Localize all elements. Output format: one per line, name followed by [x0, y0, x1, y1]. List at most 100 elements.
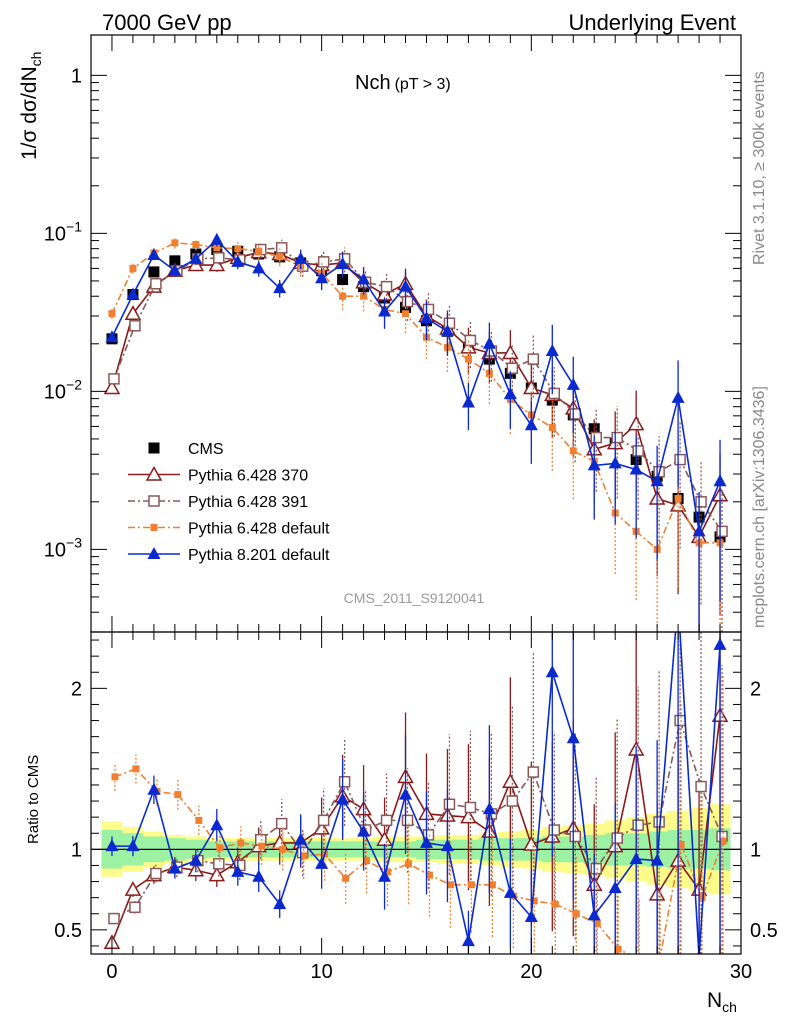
data-point: [464, 355, 472, 363]
data-point: [276, 253, 284, 261]
data-point: [126, 839, 140, 852]
legend: CMS Pythia 6.428 370 Pythia 6.428 391 Pythi…: [128, 441, 330, 564]
data-point: [378, 869, 392, 882]
data-point: [614, 945, 622, 953]
data-point: [524, 418, 538, 431]
data-point: [419, 835, 433, 848]
data-point: [108, 373, 120, 385]
data-point: [461, 395, 475, 408]
data-point: [399, 787, 413, 800]
data-point: [425, 871, 433, 879]
data-point: [698, 894, 706, 902]
data-point: [213, 244, 221, 252]
data-point: [593, 919, 601, 927]
data-point: [545, 344, 559, 357]
data-point: [548, 387, 561, 400]
data-point: [502, 773, 519, 788]
data-point: [464, 334, 477, 347]
data-point: [342, 874, 350, 882]
data-point: [572, 910, 580, 918]
ratio-panel: 0.5 0.51 12 20 10 20 30 Ratio to CMS: [25, 631, 778, 983]
ratio-y-tick-label: 2: [71, 678, 82, 700]
data-point: [401, 814, 414, 827]
data-point: [587, 908, 601, 921]
x-tick-label: 10: [311, 961, 333, 983]
data-point: [443, 317, 456, 329]
data-point: [150, 277, 162, 290]
legend-marker: [148, 495, 160, 507]
data-point: [294, 251, 308, 264]
legend-item-pythia-6-428-default: Pythia 6.428 default: [128, 521, 330, 538]
data-point: [653, 816, 665, 828]
data-point: [488, 881, 496, 889]
series-pythia-8-201-default: [105, 232, 727, 632]
data-point: [713, 637, 727, 650]
data-point: [339, 292, 347, 300]
data-point: [124, 881, 142, 896]
data-point: [337, 274, 349, 286]
data-point: [237, 839, 245, 847]
data-point: [380, 814, 393, 827]
analysis-label: Underlying Event: [568, 10, 736, 35]
data-point: [192, 241, 200, 249]
legend-label: Pythia 6.428 370: [188, 468, 308, 485]
data-point: [147, 247, 161, 260]
data-point: [234, 245, 242, 253]
data-point: [503, 885, 517, 898]
x-tick-label: 20: [520, 961, 542, 983]
data-point: [506, 795, 519, 807]
series-pythia-8-201-default: [105, 632, 727, 954]
data-point: [566, 377, 580, 390]
ratio-y-tick-label-right: 2: [750, 678, 761, 700]
data-point: [126, 287, 140, 300]
data-point: [671, 390, 685, 403]
data-point: [195, 816, 203, 824]
data-point: [147, 782, 161, 795]
source-label: mcplots.cern.ch [arXiv:1306.3436]: [751, 386, 768, 628]
data-point: [231, 254, 245, 267]
data-point: [189, 853, 203, 866]
data-point: [124, 305, 142, 320]
data-point: [111, 773, 119, 781]
data-point: [482, 336, 496, 349]
data-point: [210, 232, 224, 245]
data-point: [231, 864, 245, 877]
data-point: [150, 867, 162, 880]
data-point: [252, 869, 266, 882]
data-point: [189, 251, 203, 264]
data-point: [674, 453, 686, 466]
data-point: [503, 387, 517, 400]
data-point: [629, 852, 643, 865]
data-point: [129, 320, 141, 332]
legend-marker: [148, 442, 160, 454]
legend-label: Pythia 6.428 default: [188, 521, 330, 538]
data-point: [611, 431, 623, 444]
data-point: [632, 819, 644, 831]
data-point: [384, 868, 392, 876]
data-point: [129, 264, 137, 272]
data-point: [627, 415, 645, 431]
data-point: [258, 842, 266, 850]
data-point: [357, 824, 371, 837]
data-point: [148, 266, 160, 278]
data-point: [357, 272, 371, 285]
data-point: [440, 324, 454, 337]
data-point: [405, 860, 413, 868]
y-tick-label: 10−1: [44, 218, 82, 245]
data-point: [273, 897, 287, 910]
legend-marker: [150, 524, 158, 531]
data-point: [315, 271, 329, 284]
data-point: [629, 462, 643, 475]
series-line-pythia-8-201-default: [111, 632, 721, 954]
data-point: [650, 474, 664, 487]
data-point: [590, 862, 602, 875]
data-point: [279, 845, 287, 853]
data-point: [467, 881, 475, 889]
data-point: [208, 866, 226, 882]
data-point: [294, 832, 308, 845]
legend-item-pythia-6-428-370: Pythia 6.428 370: [128, 465, 308, 485]
data-point: [713, 474, 727, 487]
data-point: [273, 281, 287, 294]
series-pythia-6-428-391: [108, 239, 728, 632]
data-point: [569, 408, 582, 420]
